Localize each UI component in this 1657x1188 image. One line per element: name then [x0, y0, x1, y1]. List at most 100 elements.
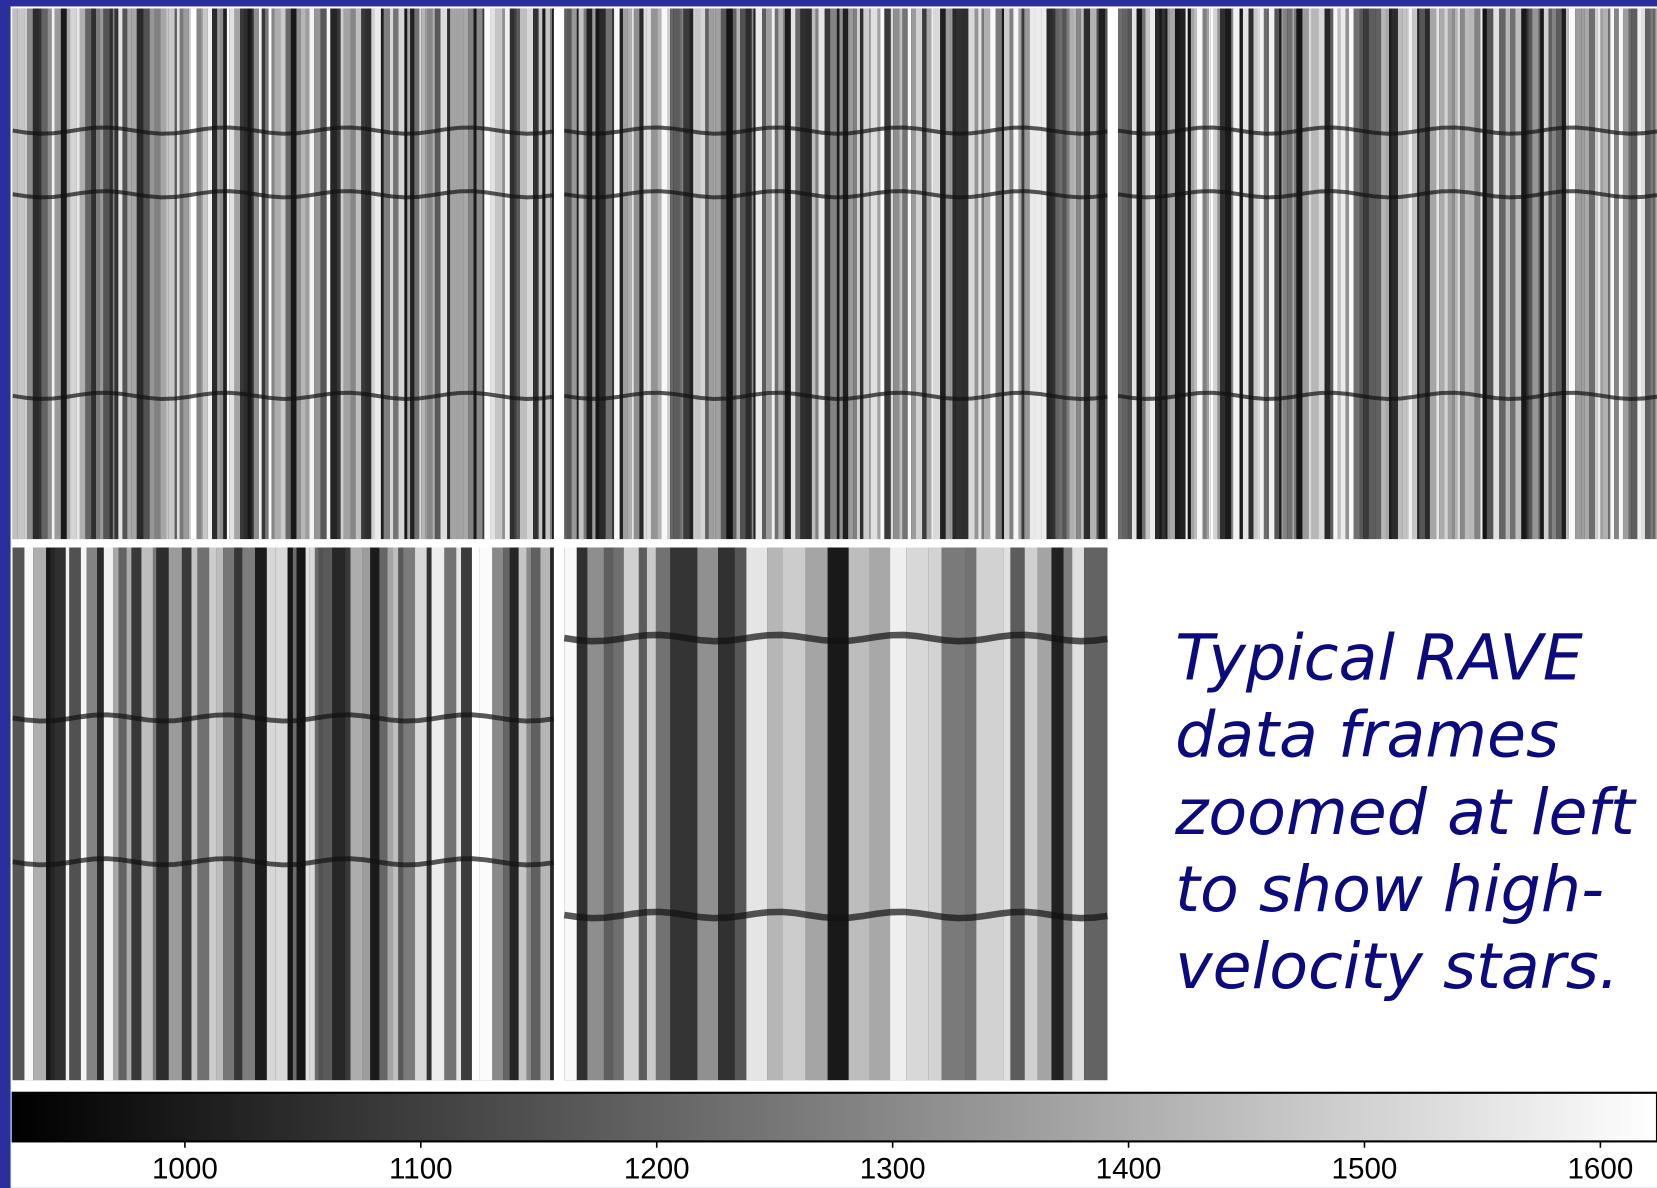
spectrum-stripe: [1480, 8, 1483, 540]
spectrum-stripe: [1521, 8, 1527, 540]
spectrum-stripe: [1268, 8, 1275, 540]
colorbar-tick-label: 1200: [624, 1152, 690, 1185]
spectrum-stripe: [226, 8, 230, 540]
spectrum-stripe: [450, 8, 457, 540]
spectrum-stripe: [1655, 8, 1657, 540]
spectrum-stripe: [1538, 8, 1541, 540]
spectrum-stripe: [968, 8, 975, 540]
frame: [12, 8, 555, 540]
spectrum-stripe: [118, 547, 127, 1081]
spectrum-stripe: [1257, 8, 1260, 540]
spectrum-stripe: [1526, 8, 1529, 540]
spectrum-stripe: [492, 547, 504, 1081]
spectrum-stripe: [1464, 8, 1469, 540]
spectrum-stripe: [1051, 547, 1064, 1081]
spectrum-stripe: [188, 8, 191, 540]
spectrum-stripe: [542, 8, 546, 540]
spectrum-stripe: [1024, 8, 1030, 540]
spectrum-stripe: [421, 8, 426, 540]
fiber-trace: [12, 390, 555, 401]
spectrum-stripe: [305, 8, 310, 540]
spectrum-stripe: [503, 547, 510, 1081]
spectrum-stripe: [1066, 8, 1070, 540]
spectrum-stripe: [379, 547, 388, 1081]
spectrum-stripe: [69, 547, 81, 1081]
spectrum-stripe: [1468, 8, 1475, 540]
colorbar-tick-label: 1600: [1567, 1152, 1633, 1185]
frame: [563, 547, 1108, 1081]
spectrum-stripe: [907, 8, 912, 540]
spectrum-stripe: [1142, 8, 1146, 540]
spectrum-stripe: [1444, 8, 1448, 540]
spectrum-stripe: [1359, 8, 1364, 540]
spectrum-stripe: [853, 8, 857, 540]
spectrum-stripe: [456, 547, 462, 1081]
spectrum-stripe: [122, 8, 128, 540]
spectrum-stripe: [1597, 8, 1601, 540]
spectrum-stripe: [160, 8, 167, 540]
spectrum-stripe: [583, 8, 587, 540]
spectrum-stripe: [1637, 8, 1642, 540]
spectrum-stripe: [827, 547, 849, 1081]
fiber-trace: [1117, 125, 1657, 136]
spectrum-stripe: [361, 8, 366, 540]
spectrum-stripe: [784, 8, 791, 540]
spectrum-stripe: [300, 8, 306, 540]
spectrum-stripe: [516, 8, 520, 540]
spectrum-stripe: [1001, 8, 1005, 540]
spectrum-stripe: [1345, 8, 1349, 540]
spectrum-stripe: [1600, 8, 1603, 540]
spectrum-stripe: [296, 547, 306, 1081]
fiber-trace: [12, 189, 555, 200]
spectrum-stripe: [1167, 8, 1170, 540]
spectrum-stripe: [1474, 8, 1481, 540]
spectrum-stripe: [326, 8, 331, 540]
spectrum-stripe: [370, 547, 380, 1081]
spectrum-stripe: [1425, 8, 1430, 540]
spectrum-stripe: [718, 547, 735, 1081]
spectrum-stripe: [97, 547, 104, 1081]
spectrum-stripe: [976, 547, 1004, 1081]
spectrum-stripe: [643, 8, 647, 540]
spectrum-stripe: [280, 8, 286, 540]
spectrum-stripe: [800, 8, 807, 540]
spectrum-stripe: [1311, 8, 1319, 540]
spectrum-stripe: [1274, 8, 1280, 540]
spectrum-stripe: [1602, 8, 1609, 540]
spectrum-stripe: [753, 8, 756, 540]
spectrum-stripe: [1589, 8, 1595, 540]
spectrum-stripe: [176, 8, 180, 540]
spectrum-stripe: [774, 8, 779, 540]
fiber-trace: [564, 390, 1108, 401]
spectrum-stripe: [202, 8, 208, 540]
spectrum-stripe: [247, 8, 252, 540]
spectrum-stripe: [755, 8, 763, 540]
spectrum-stripe: [434, 8, 441, 540]
spectrum-stripe: [1009, 8, 1014, 540]
spectrum-stripe: [1159, 8, 1162, 540]
spectrum-stripe: [632, 8, 634, 540]
spectrum-stripe: [1324, 8, 1331, 540]
spectrum-stripe: [322, 547, 333, 1081]
spectrum-stripe: [234, 547, 243, 1081]
spectrum-stripe: [586, 8, 593, 540]
spectrum-stripe: [251, 8, 254, 540]
spectrum-stripe: [1239, 8, 1243, 540]
spectrum-stripe: [1622, 8, 1629, 540]
spectrum-stripe: [393, 547, 399, 1081]
spectrum-stripe: [1180, 8, 1186, 540]
caption-line: zoomed at left: [1174, 775, 1637, 849]
spectrum-stripe: [1493, 8, 1500, 540]
spectrum-stripe: [197, 547, 210, 1081]
spectrum-stripe: [254, 547, 267, 1081]
spectrum-stripe: [613, 547, 624, 1081]
spectrum-stripe: [131, 8, 137, 540]
spectrum-stripe: [815, 8, 819, 540]
spectrum-stripe: [1429, 8, 1437, 540]
spectrum-stripe: [509, 547, 519, 1081]
spectrum-stripe: [365, 8, 372, 540]
spectrum-stripe: [705, 8, 709, 540]
spectrum-stripe: [345, 547, 351, 1081]
spectrum-stripe: [362, 547, 371, 1081]
